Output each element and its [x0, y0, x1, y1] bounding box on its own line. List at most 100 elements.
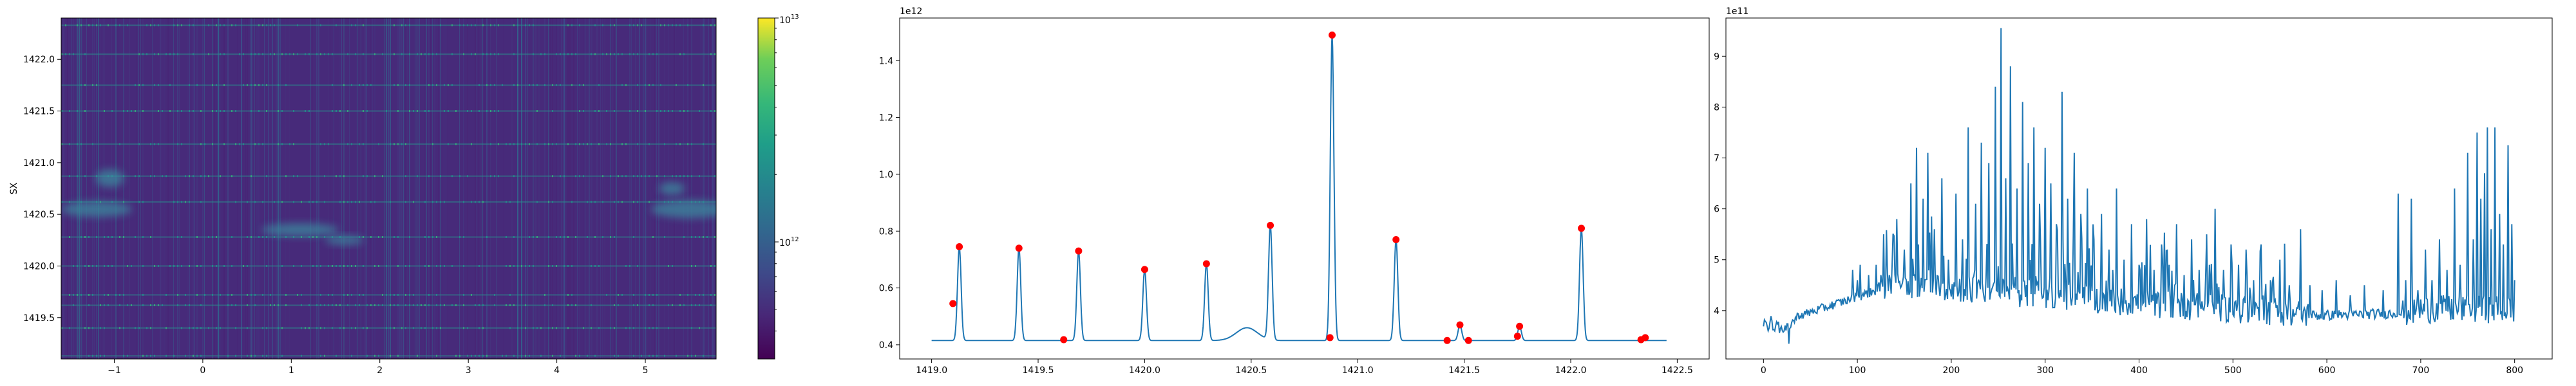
heatmap-band-cell [645, 327, 646, 329]
heatmap-band-cell [390, 293, 391, 296]
heatmap-streak [278, 18, 279, 359]
heatmap-band-cell [676, 24, 677, 26]
heatmap-y-tick-label: 1421.0 [23, 158, 55, 169]
heatmap-band-cell [177, 143, 178, 145]
signal-y-tick-label: 6 [1714, 205, 1719, 215]
heatmap-streak [310, 18, 311, 359]
heatmap-band-cell [77, 110, 78, 113]
heatmap-band-cell [227, 354, 229, 357]
heatmap-band-cell [513, 53, 515, 55]
heatmap-band-cell [482, 201, 484, 203]
heatmap-band-cell [216, 110, 217, 113]
heatmap-streak [164, 18, 165, 359]
heatmap-band-cell [567, 293, 569, 296]
heatmap-band-cell [498, 24, 499, 26]
heatmap-band-cell [332, 293, 333, 296]
heatmap-band-cell [548, 264, 549, 267]
heatmap-band-cell [216, 264, 217, 267]
heatmap-band-cell [393, 327, 395, 329]
heatmap-band-cell [138, 201, 140, 203]
heatmap-band-cell [274, 235, 275, 238]
heatmap-band-cell [421, 53, 422, 55]
heatmap-band-cell [641, 354, 642, 357]
peak-x-tick-label: 1419.0 [916, 365, 947, 376]
heatmap-band-cell [509, 201, 511, 203]
heatmap-band-cell [633, 175, 634, 178]
heatmap-band-cell [475, 201, 476, 203]
heatmap-band-cell [154, 24, 155, 26]
heatmap-streak [285, 18, 286, 359]
heatmap-band-cell [525, 304, 526, 306]
heatmap-band-cell [378, 354, 379, 357]
heatmap-band-cell [332, 53, 333, 55]
heatmap-band-cell [405, 264, 406, 267]
heatmap-band-cell [289, 53, 290, 55]
heatmap-band-cell [196, 264, 198, 267]
heatmap-band-cell [243, 53, 244, 55]
heatmap-band-cell [610, 327, 611, 329]
signal-x-tick-label: 200 [1943, 365, 1960, 376]
heatmap-band-cell [405, 293, 406, 296]
peak-y-tick-label: 0.6 [879, 284, 893, 294]
heatmap-streak [409, 18, 410, 359]
heatmap-band-cell [181, 143, 182, 145]
heatmap-band-cell [455, 110, 457, 113]
heatmap-band-cell [428, 53, 430, 55]
heatmap-band-cell [316, 235, 317, 238]
heatmap-streak [432, 18, 433, 359]
heatmap-band-cell [88, 327, 90, 329]
heatmap-band-cell [254, 84, 256, 86]
heatmap-band-cell [193, 24, 194, 26]
heatmap-band-cell [266, 110, 267, 113]
heatmap-band-cell [374, 201, 375, 203]
heatmap-band-cell [436, 235, 437, 238]
heatmap-band-cell [444, 264, 445, 267]
heatmap-streak [252, 18, 253, 359]
heatmap-streak [98, 18, 99, 359]
heatmap-band-cell [629, 24, 630, 26]
heatmap-x-tick-label: 1 [289, 365, 294, 376]
heatmap-band-cell [92, 143, 93, 145]
peak-series-line [931, 35, 1667, 342]
heatmap-band-cell [374, 304, 375, 306]
heatmap-band-cell [432, 53, 433, 55]
heatmap-band-cell [320, 354, 321, 357]
heatmap-band-cell [301, 304, 302, 306]
heatmap-band-cell [409, 304, 410, 306]
heatmap-streak [689, 18, 690, 359]
heatmap-streak [602, 18, 603, 359]
heatmap-band-cell [552, 143, 553, 145]
heatmap-band-cell [672, 110, 673, 113]
heatmap-band-cell [710, 264, 712, 267]
heatmap-band-cell [231, 24, 232, 26]
heatmap-streak [247, 18, 248, 359]
heatmap-streak [218, 18, 219, 359]
heatmap-band-cell [359, 84, 360, 86]
heatmap-band-cell [320, 304, 321, 306]
heatmap-band-cell [196, 354, 198, 357]
heatmap-band-cell [351, 293, 352, 296]
heatmap-band-cell [320, 264, 321, 267]
heatmap-band-cell [409, 24, 410, 26]
heatmap-band-cell [591, 201, 592, 203]
heatmap-streak [592, 18, 593, 359]
heatmap-band-cell [69, 175, 70, 178]
heatmap-band-cell [490, 175, 491, 178]
heatmap-band-cell [185, 354, 186, 357]
heatmap-band-cell [254, 201, 256, 203]
heatmap-band-cell [262, 354, 263, 357]
heatmap-band-cell [254, 293, 256, 296]
heatmap-streak [92, 18, 93, 359]
heatmap-band-cell [278, 143, 279, 145]
heatmap-band-cell [564, 53, 565, 55]
heatmap-band-cell [652, 327, 654, 329]
heatmap-band-cell [645, 110, 646, 113]
heatmap-streak [63, 18, 64, 359]
heatmap-band-cell [618, 293, 619, 296]
heatmap-band-cell [258, 24, 260, 26]
heatmap-band-cell [486, 235, 488, 238]
heatmap-band-cell [710, 24, 712, 26]
heatmap-band-cell [181, 110, 182, 113]
heatmap-band-cell [703, 143, 704, 145]
heatmap-streak [193, 18, 194, 359]
